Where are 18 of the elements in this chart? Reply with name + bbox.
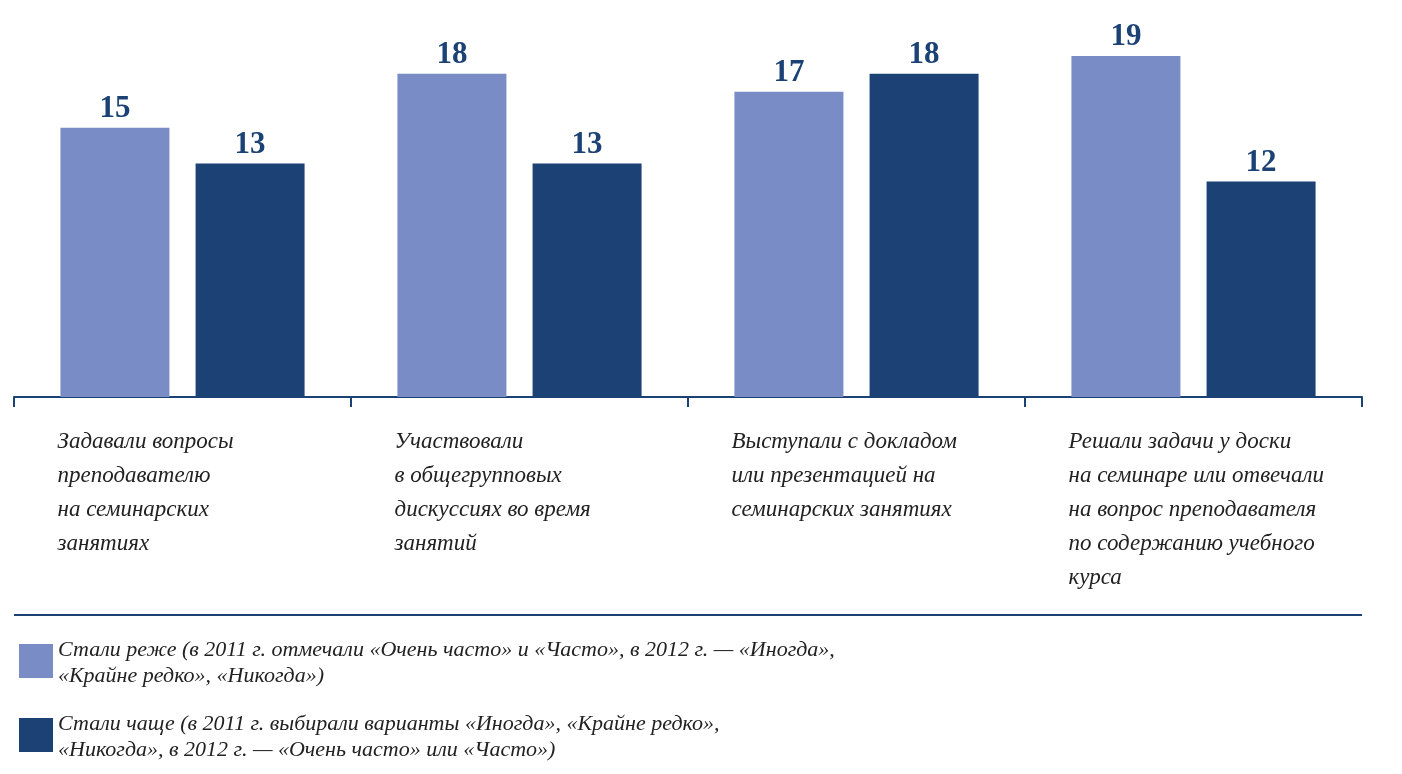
data-label: 19 — [1110, 16, 1142, 52]
data-label: 13 — [571, 124, 603, 160]
data-label: 13 — [234, 124, 266, 160]
data-label: 17 — [773, 52, 805, 88]
data-label: 12 — [1245, 142, 1277, 178]
bar — [734, 91, 844, 397]
bar — [1071, 55, 1181, 397]
x-tick-label: Задавали вопросы преподавателю на семинарских занятиях — [56, 427, 234, 555]
x-tick-label: Выступали с докладом или презентацией на семинарских занятиях — [731, 427, 958, 521]
data-label: 18 — [436, 34, 468, 70]
bar — [397, 73, 507, 397]
legend-label: Стали реже (в 2011 г. отмечали «Очень часто» и «Часто», в 2012 г. — «Иногда», «Крайне редко», «Никогда») — [58, 635, 841, 687]
x-tick-label: Участвовали в общегрупповых дискуссиях во время занятий — [393, 427, 591, 555]
x-tick-label: Решали задачи у доски на семинаре или отвечали на вопрос преподавателя по содержанию учебного курса — [1067, 427, 1325, 589]
legend-label: Стали чаще (в 2011 г. выбирали варианты «Иногда», «Крайне редко», «Никогда», в 2012 г. — «Очень часто» или «Часто») — [58, 709, 725, 761]
data-label: 15 — [99, 88, 131, 124]
data-label: 18 — [908, 34, 940, 70]
bar — [60, 127, 170, 397]
